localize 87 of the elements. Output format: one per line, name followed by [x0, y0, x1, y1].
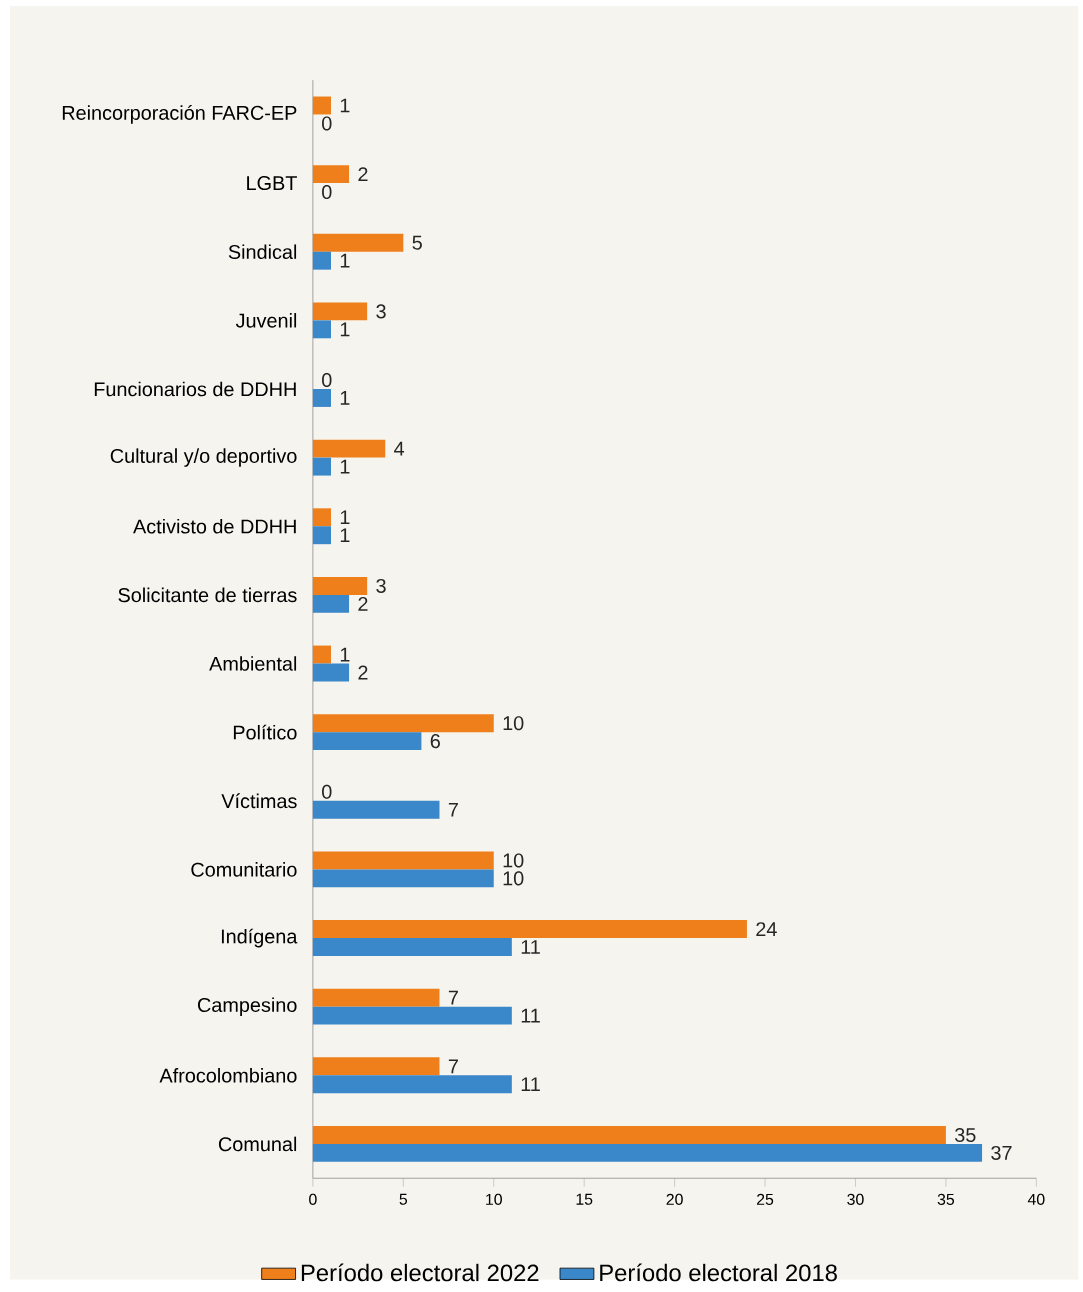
data-label: 3	[376, 304, 386, 319]
bar	[312, 732, 422, 751]
data-label: 0	[321, 116, 332, 131]
x-tick-label: 40	[1027, 1193, 1045, 1205]
bar	[312, 388, 331, 407]
data-label: 7	[448, 990, 458, 1005]
data-label: 5	[412, 235, 422, 250]
bar	[312, 165, 349, 184]
y-tick-label: LGBT	[247, 176, 297, 191]
x-tick-label: 10	[486, 1193, 502, 1205]
bar	[312, 96, 331, 115]
y-tick-label: Reincorporación FARC-EP	[62, 105, 297, 124]
bar	[312, 508, 331, 527]
x-tick-label: 35	[937, 1193, 954, 1205]
data-label: 0	[321, 185, 332, 200]
x-tick-label: 5	[399, 1193, 407, 1205]
data-label: 1	[340, 253, 350, 268]
data-label: 11	[521, 940, 540, 954]
data-label: 37	[991, 1145, 1012, 1160]
data-label: 11	[521, 1008, 540, 1023]
data-label: 1	[340, 459, 350, 474]
legend-label: Período electoral 2022	[301, 1263, 539, 1282]
bar	[312, 869, 494, 888]
data-label: 0	[321, 784, 332, 799]
data-label: 10	[503, 853, 524, 868]
x-tick-label: 0	[309, 1193, 317, 1205]
bar	[312, 1006, 512, 1025]
y-tick-label: Víctimas	[221, 793, 297, 809]
data-label: 1	[340, 528, 350, 543]
bar	[312, 800, 440, 819]
bar	[312, 1126, 946, 1144]
bar	[312, 439, 386, 458]
bar	[312, 645, 331, 664]
y-tick-label: Sindical	[228, 244, 296, 259]
data-label: 7	[448, 802, 458, 817]
data-label: 35	[954, 1127, 976, 1142]
data-label: 1	[340, 510, 350, 525]
bar	[312, 938, 512, 956]
data-label: 10	[503, 716, 524, 731]
bar	[312, 851, 494, 870]
bar	[312, 1075, 512, 1094]
data-label: 4	[393, 441, 404, 456]
data-label: 0	[321, 372, 332, 388]
bar	[312, 594, 349, 613]
data-label: 1	[340, 391, 350, 405]
bar	[312, 233, 404, 252]
data-label: 1	[340, 322, 350, 337]
data-label: 2	[358, 167, 368, 182]
data-label: 2	[358, 665, 368, 680]
bar	[312, 988, 440, 1007]
y-tick-label: Afrocolombiano	[159, 1068, 297, 1083]
y-tick-label: Indígena	[221, 928, 298, 948]
data-label: 3	[376, 578, 386, 593]
bar	[312, 663, 349, 682]
data-label: 7	[448, 1059, 458, 1074]
y-tick-label: Comunitario	[191, 862, 297, 877]
data-label: 2	[358, 596, 368, 611]
bar	[312, 302, 368, 321]
data-label: 11	[521, 1077, 540, 1092]
bar	[312, 714, 494, 733]
bar	[312, 920, 747, 939]
data-label: 6	[430, 734, 440, 749]
legend-label: Período electoral 2018	[600, 1263, 837, 1282]
bar	[312, 457, 331, 476]
bar	[312, 576, 368, 595]
x-tick-label: 20	[666, 1193, 683, 1205]
x-tick-label: 15	[576, 1193, 593, 1205]
data-label: 10	[503, 871, 524, 886]
x-tick-label: 30	[847, 1193, 864, 1205]
y-tick-label: Comunal	[218, 1136, 296, 1152]
y-tick-label: Activisto de DDHH	[132, 518, 296, 534]
x-tick-label: 25	[756, 1193, 774, 1205]
y-tick-label: Solicitante de tierras	[118, 587, 297, 603]
y-tick-label: Ambiental	[209, 656, 296, 671]
y-tick-label: Político	[233, 724, 297, 740]
bar	[312, 251, 331, 270]
bar	[312, 526, 331, 545]
y-tick-label: Funcionarios de DDHH	[94, 381, 296, 397]
bar	[312, 1057, 440, 1076]
bar	[312, 320, 331, 339]
y-tick-label: Juvenil	[235, 313, 296, 328]
bar	[312, 1143, 982, 1162]
y-tick-label: Campesino	[197, 997, 297, 1016]
data-label: 24	[756, 922, 777, 936]
data-label: 1	[340, 98, 350, 113]
y-tick-label: Cultural y/o deportivo	[110, 448, 297, 467]
data-label: 1	[340, 647, 350, 662]
